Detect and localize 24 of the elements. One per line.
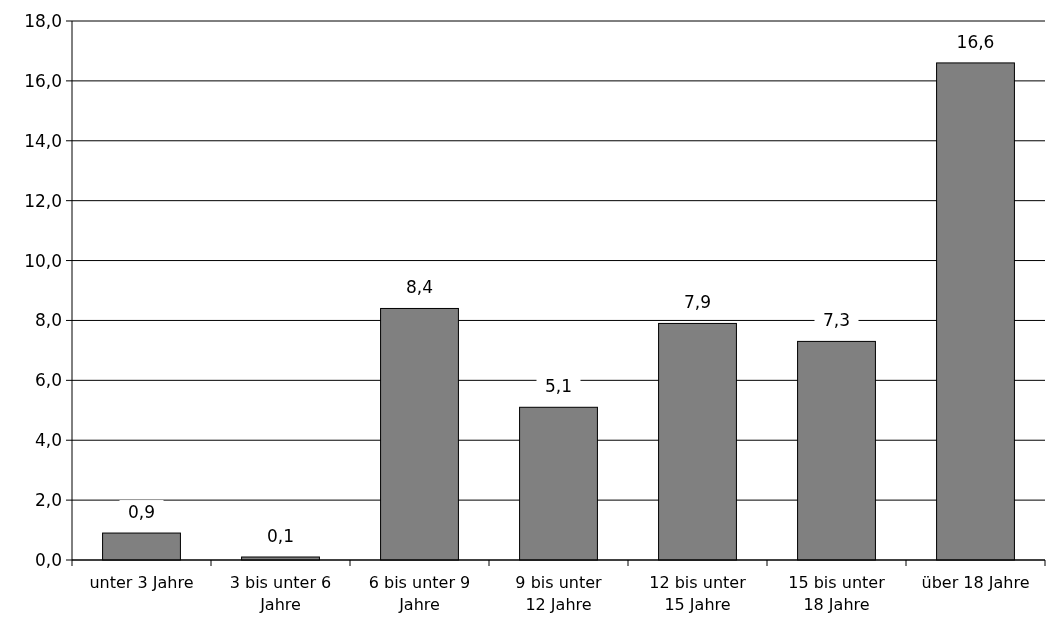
y-tick-label: 10,0 — [24, 250, 62, 271]
x-tick-label: 9 bis unter 12 Jahre — [515, 573, 603, 614]
y-tick-label: 0,0 — [34, 550, 62, 570]
x-tick-label: 12 bis unter 15 Jahre — [649, 573, 747, 614]
x-tick-label: über 18 Jahre — [921, 573, 1030, 592]
x-tick-label: 3 bis unter 6 Jahre — [229, 573, 332, 614]
data-label: 7,3 — [822, 310, 851, 331]
data-label: 5,1 — [544, 376, 573, 397]
data-label: 0,1 — [266, 526, 295, 547]
y-tick-label: 4,0 — [34, 430, 62, 451]
y-tick-label: 6,0 — [34, 370, 62, 391]
y-tick-label: 12,0 — [24, 190, 62, 211]
x-tick-label: unter 3 Jahre — [89, 573, 194, 592]
data-label: 16,6 — [956, 31, 995, 52]
data-label: 8,4 — [405, 277, 434, 298]
x-tick-label: 6 bis unter 9 Jahre — [368, 573, 471, 614]
y-tick-label: 8,0 — [34, 310, 62, 331]
y-tick-label: 16,0 — [24, 70, 62, 91]
data-label: 0,9 — [127, 502, 156, 523]
y-tick-label: 18,0 — [24, 11, 62, 31]
y-tick-label: 14,0 — [24, 130, 62, 151]
y-tick-label: 2,0 — [34, 490, 62, 511]
data-label: 7,9 — [683, 292, 712, 313]
x-tick-label: 15 bis unter 18 Jahre — [788, 573, 886, 614]
